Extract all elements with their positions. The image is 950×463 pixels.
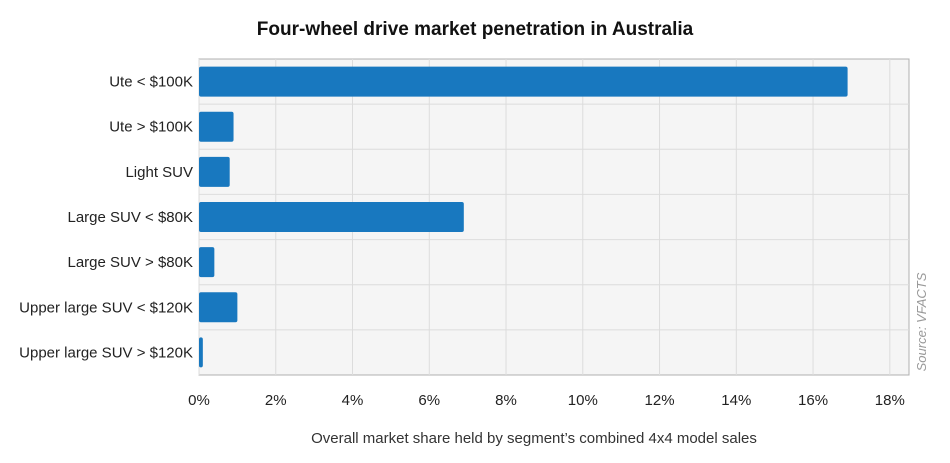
x-tick-label: 12% [645,392,675,409]
x-tick-label: 18% [875,392,905,409]
x-tick-label: 2% [265,392,287,409]
x-tick-label: 10% [568,392,598,409]
bar [199,66,848,97]
bar [199,202,464,232]
category-label: Ute < $100K [109,74,193,91]
x-tick-label: 14% [721,392,751,409]
category-label: Upper large SUV < $120K [19,299,193,316]
source-note: Source: VFACTS [914,272,929,371]
bars [199,66,848,368]
category-labels: Ute < $100K Ute > $100K Light SUV Large SUV… [19,74,193,362]
bar [199,292,238,323]
category-label: Upper large SUV > $120K [19,344,193,361]
bar [199,247,215,278]
x-tick-labels: 0% 2% 4% 6% 8% 10% 12% 14% 16% 18% [188,392,905,409]
bar [199,337,203,368]
x-tick-label: 6% [418,392,440,409]
x-axis-label: Overall market share held by segment’s c… [311,430,757,447]
bar [199,111,234,142]
x-tick-label: 8% [495,392,517,409]
category-label: Large SUV > $80K [67,254,193,271]
chart-title: Four-wheel drive market penetration in A… [257,19,694,40]
category-label: Light SUV [125,164,193,181]
x-tick-label: 4% [342,392,364,409]
grid-lines [198,59,909,375]
bar [199,156,230,187]
category-label: Large SUV < $80K [67,209,193,226]
x-tick-label: 0% [188,392,210,409]
category-label: Ute > $100K [109,119,193,136]
x-tick-label: 16% [798,392,828,409]
